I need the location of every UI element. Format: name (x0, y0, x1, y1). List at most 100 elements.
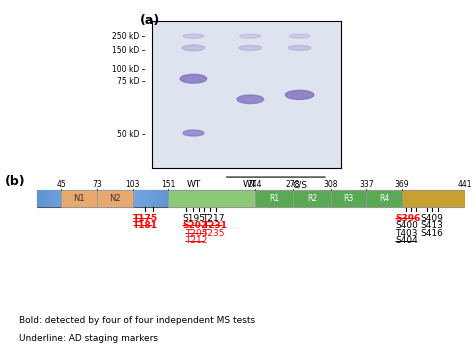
Text: S413: S413 (420, 221, 443, 230)
Text: tau: tau (186, 196, 201, 205)
Bar (86, 190, 90, 207)
Bar (162, 190, 165, 207)
Bar (37, 190, 465, 207)
Text: 103: 103 (125, 180, 140, 189)
Bar (129, 190, 133, 207)
Bar (50, 190, 54, 207)
Text: Underline: AD staging markers: Underline: AD staging markers (19, 334, 158, 343)
Bar (142, 190, 146, 207)
Bar (56, 190, 60, 207)
Text: T205: T205 (185, 229, 207, 238)
Text: 45: 45 (56, 180, 66, 189)
Bar (83, 190, 87, 207)
Bar (66, 190, 70, 207)
Bar (90, 190, 93, 207)
Text: p-tau: p-tau (263, 196, 287, 205)
Ellipse shape (180, 74, 207, 83)
Bar (119, 190, 123, 207)
Text: R1: R1 (269, 194, 279, 203)
Bar (155, 190, 159, 207)
Text: 369: 369 (395, 180, 410, 189)
Text: S416: S416 (420, 229, 443, 238)
Bar (145, 190, 149, 207)
Text: WT: WT (186, 180, 201, 189)
Bar (80, 190, 83, 207)
Bar (63, 190, 67, 207)
Text: T231: T231 (202, 221, 228, 230)
Bar (165, 190, 169, 207)
Bar (132, 190, 136, 207)
Ellipse shape (182, 45, 205, 51)
Bar (60, 190, 64, 207)
Bar (293, 190, 331, 207)
Text: Bold: detected by four of four independent MS tests: Bold: detected by four of four independe… (19, 316, 255, 325)
Text: S400: S400 (395, 221, 419, 230)
Ellipse shape (288, 45, 311, 50)
Bar (99, 190, 103, 207)
Text: 244: 244 (248, 180, 262, 189)
Bar (61, 190, 97, 207)
Text: N1: N1 (73, 194, 85, 203)
Bar (37, 190, 40, 207)
Text: 150 kD –: 150 kD – (112, 46, 146, 55)
Text: N2: N2 (109, 194, 120, 203)
Ellipse shape (285, 90, 314, 100)
Text: 441: 441 (457, 180, 472, 189)
Text: (a): (a) (140, 14, 160, 27)
Bar (366, 190, 402, 207)
Text: T403: T403 (395, 229, 418, 238)
Text: T217: T217 (202, 214, 225, 223)
Text: R2: R2 (307, 194, 317, 203)
Text: WT: WT (243, 180, 257, 189)
Bar (70, 190, 73, 207)
Bar (148, 190, 152, 207)
Ellipse shape (183, 130, 204, 136)
Bar (53, 190, 57, 207)
Bar (102, 190, 106, 207)
Text: 308: 308 (324, 180, 338, 189)
Text: S195: S195 (182, 214, 205, 223)
Text: S404: S404 (395, 236, 418, 245)
Ellipse shape (183, 34, 204, 38)
Bar (152, 190, 155, 207)
Text: 250 kD –: 250 kD – (112, 32, 146, 41)
Bar (73, 190, 77, 207)
Bar (126, 190, 129, 207)
Text: R3: R3 (344, 194, 354, 203)
Bar (136, 190, 139, 207)
Text: T181: T181 (133, 221, 157, 230)
Text: 278: 278 (286, 180, 300, 189)
Ellipse shape (239, 45, 262, 50)
Text: C/S: C/S (292, 180, 307, 189)
Text: T175: T175 (133, 214, 158, 223)
Bar (109, 190, 113, 207)
Bar (76, 190, 80, 207)
Text: R4: R4 (379, 194, 390, 203)
Bar (40, 190, 44, 207)
Bar (112, 190, 116, 207)
Bar (106, 190, 109, 207)
Text: S409: S409 (420, 214, 443, 223)
Ellipse shape (289, 34, 310, 38)
Bar (255, 190, 293, 207)
Bar (168, 190, 402, 207)
Ellipse shape (237, 95, 264, 103)
Bar (116, 190, 119, 207)
Bar (92, 190, 96, 207)
Text: T235: T235 (202, 229, 225, 238)
Text: 75 kD –: 75 kD – (117, 77, 146, 86)
Bar (139, 190, 142, 207)
Bar (43, 190, 47, 207)
Bar (402, 190, 465, 207)
Bar (96, 190, 100, 207)
Text: S202: S202 (182, 221, 207, 230)
Ellipse shape (240, 34, 261, 38)
Bar (122, 190, 126, 207)
Text: S396: S396 (395, 214, 421, 223)
Text: T212: T212 (185, 236, 207, 245)
Text: 100 kD –: 100 kD – (112, 66, 146, 74)
Text: 151: 151 (161, 180, 175, 189)
Bar (331, 190, 366, 207)
Text: 50 kD –: 50 kD – (117, 130, 146, 139)
Text: (b): (b) (5, 175, 26, 188)
